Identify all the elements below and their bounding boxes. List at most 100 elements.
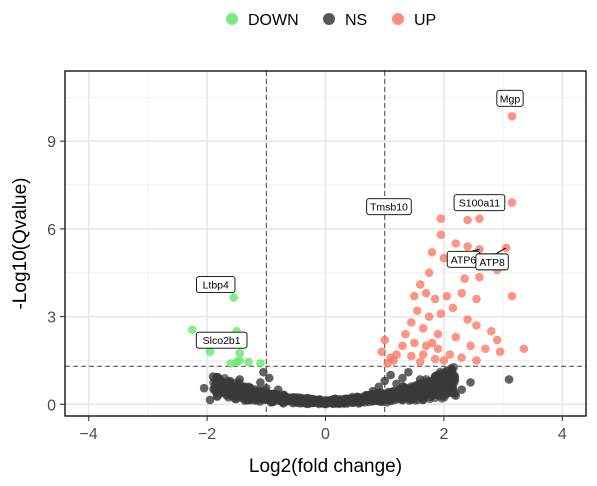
ns-point [404, 367, 413, 377]
legend-item-down: DOWN [226, 12, 299, 29]
ns-point [226, 391, 236, 400]
y-tick-label: 3 [47, 310, 56, 327]
up-point [507, 291, 517, 301]
legend: DOWN NS UP [226, 12, 436, 29]
up-point [424, 268, 434, 278]
ns-point [205, 395, 215, 405]
up-point [415, 280, 425, 289]
up-point [442, 291, 452, 301]
label-box [366, 198, 412, 216]
point-label: Slco2b1 [195, 331, 248, 349]
ns-point [261, 383, 271, 393]
y-axis-ticks: 0 3 6 9 [47, 134, 65, 414]
ns-point [433, 382, 443, 392]
x-tick-label: 0 [321, 426, 330, 443]
up-point [415, 357, 425, 367]
label-box [196, 276, 236, 294]
up-point [472, 294, 481, 304]
legend-label: NS [345, 12, 367, 29]
ns-point [457, 385, 466, 394]
label-text: Mgp [500, 93, 521, 105]
ns-point [396, 392, 406, 401]
up-point [445, 350, 455, 359]
point-labels: Mgp S100a11 Tmsb10 ATP6 ATP8 Ltbp4 Slco2b1 [195, 89, 524, 349]
up-point [451, 332, 461, 342]
up-point [407, 351, 416, 361]
label-text: Ltbp4 [203, 280, 229, 292]
up-point [472, 321, 481, 330]
label-box [475, 253, 509, 271]
up-point [421, 288, 431, 298]
legend-label: DOWN [248, 12, 299, 29]
label-box [453, 194, 506, 212]
ns-point [240, 391, 250, 400]
up-point [398, 341, 407, 351]
legend-swatch [323, 13, 335, 25]
ns-point [504, 375, 514, 384]
up-point [430, 294, 440, 304]
up-point [451, 239, 461, 248]
up-point [436, 230, 446, 240]
data-points [187, 112, 529, 409]
ns-point [415, 375, 425, 384]
up-point [433, 344, 443, 354]
label-text: Slco2b1 [203, 335, 241, 347]
up-point [418, 323, 428, 333]
down-point [187, 325, 197, 335]
ns-point [466, 378, 475, 387]
up-point [486, 326, 496, 336]
x-axis-title: Log2(fold change) [249, 456, 402, 477]
label-box [195, 331, 248, 349]
up-point [430, 354, 440, 364]
up-point [407, 318, 416, 327]
ns-point [411, 391, 420, 401]
x-tick-label: 2 [439, 426, 448, 443]
label-text: ATP8 [479, 257, 505, 269]
up-point [380, 335, 390, 345]
up-point [401, 329, 410, 339]
down-point [244, 357, 253, 367]
up-point [439, 356, 449, 365]
up-point [460, 274, 469, 283]
ns-point [427, 391, 437, 400]
up-point [457, 288, 466, 298]
up-point [439, 253, 449, 263]
ns-point [437, 393, 446, 403]
ns-point [368, 396, 378, 406]
ns-point [437, 373, 447, 383]
ns-point [264, 373, 274, 383]
up-point [448, 303, 458, 313]
up-point [436, 309, 446, 318]
ns-point [380, 376, 390, 386]
ns-point [250, 388, 259, 397]
down-point [229, 293, 239, 302]
y-tick-label: 6 [47, 222, 56, 239]
ns-point [368, 386, 378, 396]
down-point [205, 347, 215, 356]
up-point [519, 344, 529, 354]
up-point [457, 353, 466, 362]
up-point [463, 242, 472, 251]
legend-item-ns: NS [323, 12, 367, 29]
up-point [427, 338, 437, 348]
up-point [466, 341, 475, 351]
point-label: Tmsb10 [366, 198, 412, 216]
down-point [235, 348, 244, 358]
legend-swatch [226, 13, 238, 25]
ns-point [398, 373, 407, 383]
up-point [475, 214, 484, 223]
x-tick-label: −4 [80, 426, 98, 443]
y-tick-label: 0 [47, 397, 56, 414]
ns-point [362, 391, 372, 400]
ns-point [199, 383, 209, 393]
ns-point [392, 379, 401, 389]
legend-swatch [392, 13, 404, 25]
up-point [492, 335, 502, 345]
ns-point [321, 399, 330, 409]
ns-point [256, 378, 265, 387]
point-label: S100a11 [453, 194, 506, 212]
x-axis-ticks: −4 −2 0 2 4 [80, 416, 567, 443]
point-label: Mgp [496, 89, 524, 107]
up-point [507, 112, 517, 121]
